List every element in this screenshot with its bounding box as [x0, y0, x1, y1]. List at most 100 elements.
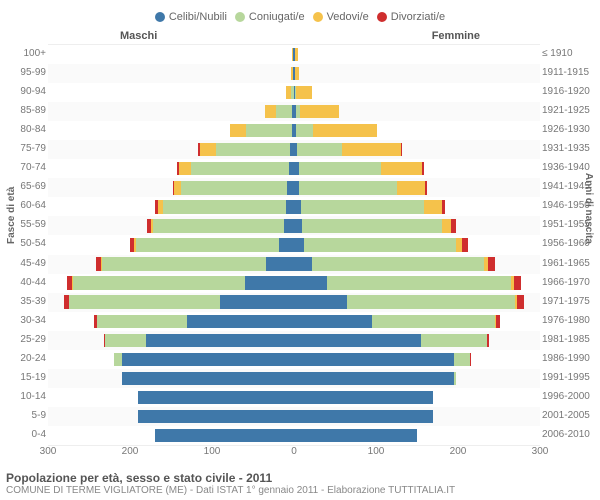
segment-divorced — [462, 238, 468, 251]
male-bar — [48, 162, 294, 175]
age-label: 100+ — [0, 44, 46, 63]
age-band — [48, 274, 540, 293]
age-label: 15-19 — [0, 368, 46, 387]
female-bar — [294, 276, 540, 289]
male-bar — [48, 295, 294, 308]
segment-married — [302, 219, 441, 232]
age-band — [48, 331, 540, 350]
age-band — [48, 140, 540, 159]
female-bar — [294, 200, 540, 213]
age-label: 90-94 — [0, 82, 46, 101]
age-band — [48, 388, 540, 407]
segment-married — [181, 181, 288, 194]
age-band — [48, 312, 540, 331]
age-label: 35-39 — [0, 292, 46, 311]
legend-item: Divorziati/e — [377, 11, 445, 23]
x-tick-label: 200 — [450, 446, 467, 457]
segment-single — [284, 219, 294, 232]
segment-widowed — [313, 124, 377, 137]
year-label: 1991-1995 — [542, 368, 600, 387]
age-band — [48, 197, 540, 216]
segment-widowed — [381, 162, 422, 175]
age-label: 25-29 — [0, 330, 46, 349]
age-band — [48, 102, 540, 121]
age-label: 75-79 — [0, 139, 46, 158]
age-label: 40-44 — [0, 273, 46, 292]
year-label: 1986-1990 — [542, 349, 600, 368]
male-bar — [48, 391, 294, 404]
segment-single — [266, 257, 294, 270]
male-bar — [48, 238, 294, 251]
legend: Celibi/NubiliConiugati/eVedovi/eDivorzia… — [0, 0, 600, 30]
segment-single — [122, 372, 294, 385]
female-bar — [294, 67, 540, 80]
segment-widowed — [200, 143, 216, 156]
chart-subtitle: COMUNE DI TERME VIGLIATORE (ME) - Dati I… — [6, 485, 594, 496]
segment-widowed — [295, 48, 298, 61]
age-label: 10-14 — [0, 387, 46, 406]
female-bar — [294, 353, 540, 366]
male-bar — [48, 276, 294, 289]
legend-swatch — [235, 12, 245, 22]
segment-married — [454, 372, 456, 385]
legend-label: Divorziati/e — [391, 11, 445, 23]
x-tick-label: 0 — [291, 446, 297, 457]
segment-single — [294, 219, 302, 232]
segment-single — [138, 391, 294, 404]
segment-divorced — [487, 334, 489, 347]
segment-single — [294, 257, 312, 270]
year-label: 2006-2010 — [542, 425, 600, 444]
female-bar — [294, 48, 540, 61]
male-bar — [48, 67, 294, 80]
age-band — [48, 64, 540, 83]
age-band — [48, 216, 540, 235]
segment-single — [146, 334, 294, 347]
female-bar — [294, 295, 540, 308]
age-label: 85-89 — [0, 101, 46, 120]
x-tick-label: 100 — [368, 446, 385, 457]
age-band — [48, 369, 540, 388]
segment-married — [421, 334, 487, 347]
female-bar — [294, 124, 540, 137]
legend-label: Celibi/Nubili — [169, 11, 227, 23]
year-label: 1931-1935 — [542, 139, 600, 158]
segment-married — [301, 200, 424, 213]
segment-married — [102, 257, 266, 270]
age-label: 70-74 — [0, 158, 46, 177]
segment-widowed — [296, 86, 312, 99]
segment-single — [294, 334, 421, 347]
segment-widowed — [230, 124, 246, 137]
segment-widowed — [179, 162, 190, 175]
year-label: 1916-1920 — [542, 82, 600, 101]
segment-married — [296, 124, 312, 137]
male-bar — [48, 86, 294, 99]
x-tick-label: 300 — [40, 446, 57, 457]
segment-married — [163, 200, 286, 213]
segment-widowed — [342, 143, 401, 156]
year-label: 1961-1965 — [542, 254, 600, 273]
age-band — [48, 350, 540, 369]
segment-married — [276, 105, 292, 118]
bar-rows — [48, 45, 540, 445]
age-label: 30-34 — [0, 311, 46, 330]
segment-divorced — [517, 295, 524, 308]
segment-married — [69, 295, 221, 308]
segment-married — [216, 143, 290, 156]
male-bar — [48, 181, 294, 194]
segment-single — [155, 429, 294, 442]
age-label: 95-99 — [0, 63, 46, 82]
segment-widowed — [300, 105, 339, 118]
age-band — [48, 178, 540, 197]
segment-divorced — [451, 219, 455, 232]
female-bar — [294, 257, 540, 270]
chart-title: Popolazione per età, sesso e stato civil… — [6, 471, 594, 485]
female-bar — [294, 391, 540, 404]
segment-married — [347, 295, 515, 308]
age-label: 20-24 — [0, 349, 46, 368]
segment-divorced — [425, 181, 427, 194]
age-band — [48, 159, 540, 178]
segment-divorced — [401, 143, 402, 156]
year-label: 1921-1925 — [542, 101, 600, 120]
male-bar — [48, 200, 294, 213]
age-label: 5-9 — [0, 406, 46, 425]
